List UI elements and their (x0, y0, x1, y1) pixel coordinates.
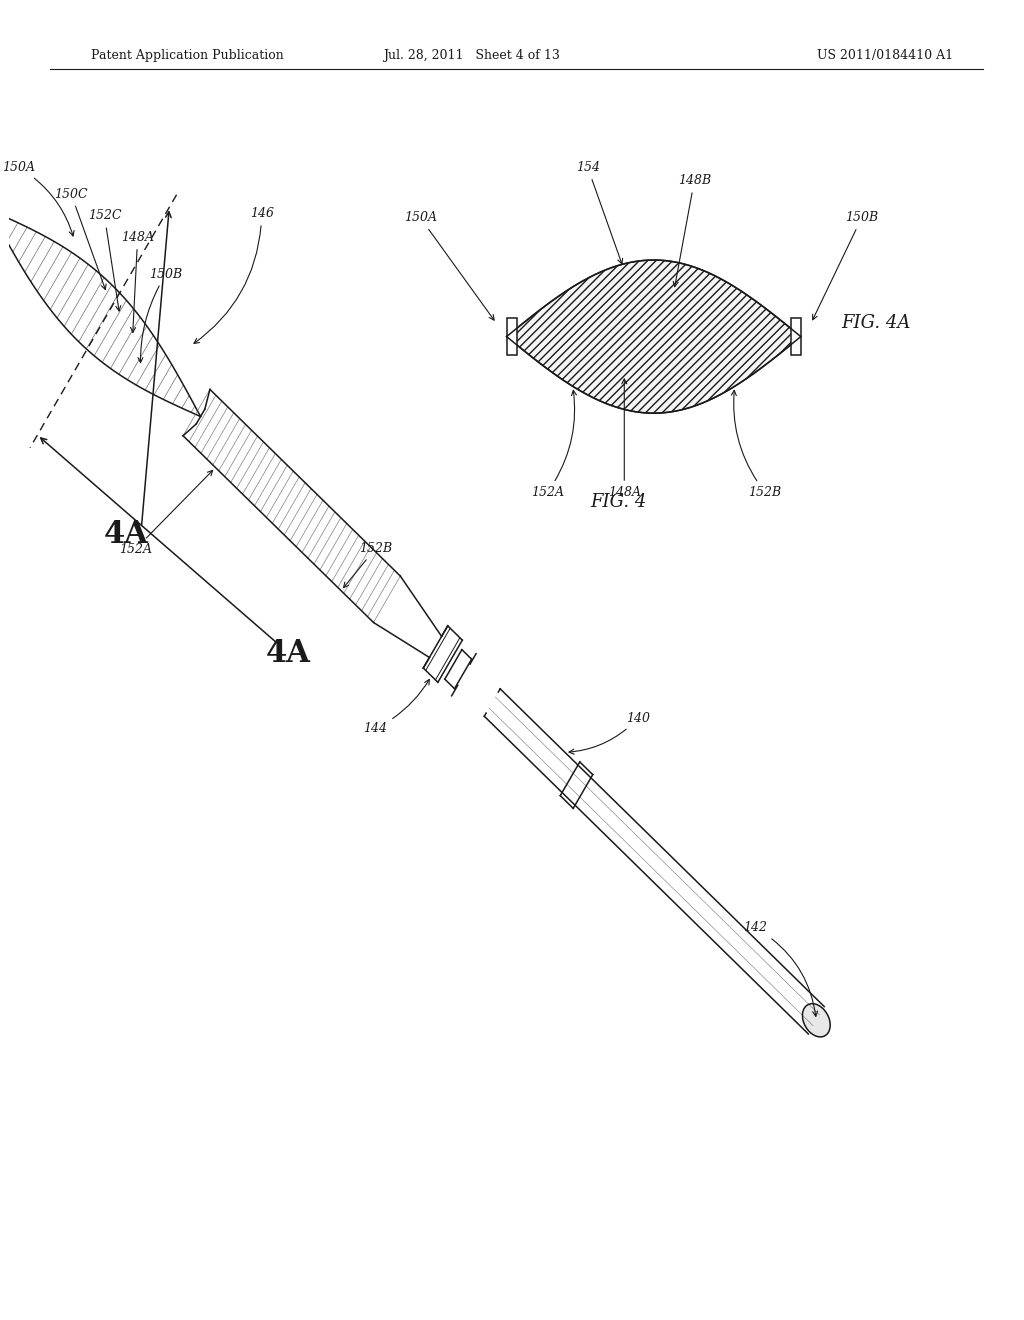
Text: 152A: 152A (530, 391, 577, 499)
Text: 142: 142 (743, 921, 817, 1016)
Text: 152A: 152A (119, 470, 213, 556)
Text: 150A: 150A (2, 161, 74, 236)
Text: 150A: 150A (403, 211, 495, 321)
Polygon shape (507, 260, 801, 413)
Text: US 2011/0184410 A1: US 2011/0184410 A1 (817, 49, 953, 62)
Bar (507, 318, 517, 355)
Text: 146: 146 (194, 207, 273, 343)
Text: 150C: 150C (54, 187, 106, 289)
Text: Jul. 28, 2011   Sheet 4 of 13: Jul. 28, 2011 Sheet 4 of 13 (383, 49, 559, 62)
Text: 148A: 148A (121, 231, 155, 333)
Text: 144: 144 (364, 680, 429, 735)
Text: 150B: 150B (813, 211, 879, 319)
Text: FIG. 4A: FIG. 4A (842, 314, 910, 333)
Text: Patent Application Publication: Patent Application Publication (91, 49, 284, 62)
Text: 4A: 4A (266, 638, 311, 669)
Text: 140: 140 (569, 711, 650, 754)
Text: 152C: 152C (88, 210, 121, 312)
Bar (791, 318, 801, 355)
Text: 152B: 152B (731, 391, 781, 499)
Text: 150B: 150B (138, 268, 182, 363)
Text: 4A: 4A (103, 519, 148, 550)
Text: 152B: 152B (344, 543, 392, 587)
Text: FIG. 4: FIG. 4 (590, 492, 646, 511)
Ellipse shape (803, 1003, 830, 1038)
Text: 148A: 148A (608, 379, 641, 499)
Text: 148B: 148B (673, 174, 711, 286)
Text: 154: 154 (575, 161, 623, 264)
